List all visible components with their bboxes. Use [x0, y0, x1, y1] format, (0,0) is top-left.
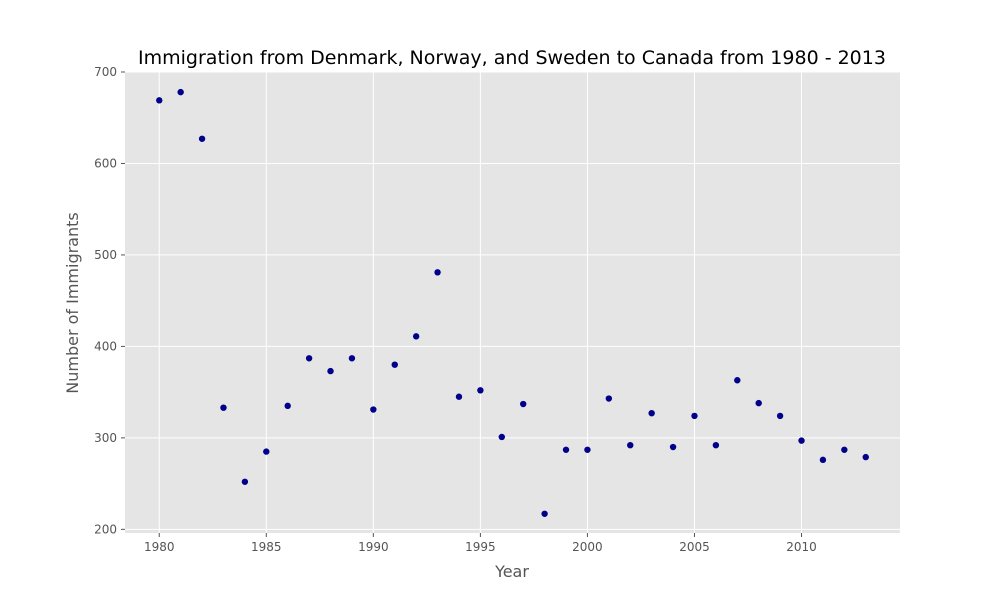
data-point	[862, 453, 869, 461]
x-tick-label: 1985	[251, 540, 282, 554]
x-tick-label: 2000	[572, 540, 603, 554]
data-point	[220, 404, 227, 411]
x-tick-label: 1995	[465, 540, 496, 554]
y-tick-label: 500	[94, 248, 117, 262]
grid-lines	[125, 71, 900, 533]
y-tick-label: 200	[94, 522, 117, 536]
x-tick-label: 2005	[679, 540, 710, 554]
data-point	[520, 400, 527, 408]
data-point	[348, 355, 356, 362]
data-point	[305, 355, 313, 362]
data-point	[734, 377, 741, 384]
x-tick-label: 2010	[786, 540, 817, 554]
data-point	[477, 387, 484, 394]
x-tick-label: 1980	[144, 540, 175, 554]
plot-area	[125, 72, 900, 533]
data-point	[498, 433, 505, 441]
data-point	[263, 448, 270, 455]
data-point	[156, 97, 163, 104]
data-point	[284, 402, 291, 410]
data-point	[627, 441, 634, 449]
data-points	[156, 88, 869, 517]
x-axis-ticks: 1980 1985 1990 1995 2000 2005 2010	[144, 533, 817, 554]
y-tick-label: 600	[94, 156, 117, 170]
data-point	[819, 456, 827, 464]
data-point	[434, 269, 441, 276]
y-axis-ticks: 200 300 400 500 600 700	[94, 65, 125, 536]
data-point	[198, 135, 206, 142]
chart-title: Immigration from Denmark, Norway, and Sw…	[138, 47, 886, 69]
y-tick-label: 700	[94, 65, 117, 79]
y-axis-label: Number of Immigrants	[63, 212, 82, 394]
x-axis-label: Year	[494, 562, 529, 581]
data-point	[755, 399, 762, 407]
data-point	[648, 409, 655, 417]
data-point	[241, 478, 249, 485]
data-point	[455, 393, 463, 400]
data-point	[691, 412, 698, 420]
data-point	[584, 446, 591, 453]
data-point	[841, 446, 848, 453]
data-point	[562, 446, 570, 453]
data-point	[605, 395, 613, 402]
data-point	[412, 333, 420, 340]
data-point	[712, 441, 720, 449]
x-tick-label: 1990	[358, 540, 389, 554]
y-tick-label: 400	[94, 339, 117, 353]
data-point	[391, 361, 398, 368]
data-point	[327, 367, 334, 375]
data-point	[776, 412, 784, 420]
data-point	[669, 443, 677, 451]
data-point	[541, 510, 548, 517]
data-point	[370, 406, 377, 413]
y-tick-label: 300	[94, 431, 117, 445]
data-point	[798, 437, 805, 444]
data-point	[177, 88, 184, 96]
